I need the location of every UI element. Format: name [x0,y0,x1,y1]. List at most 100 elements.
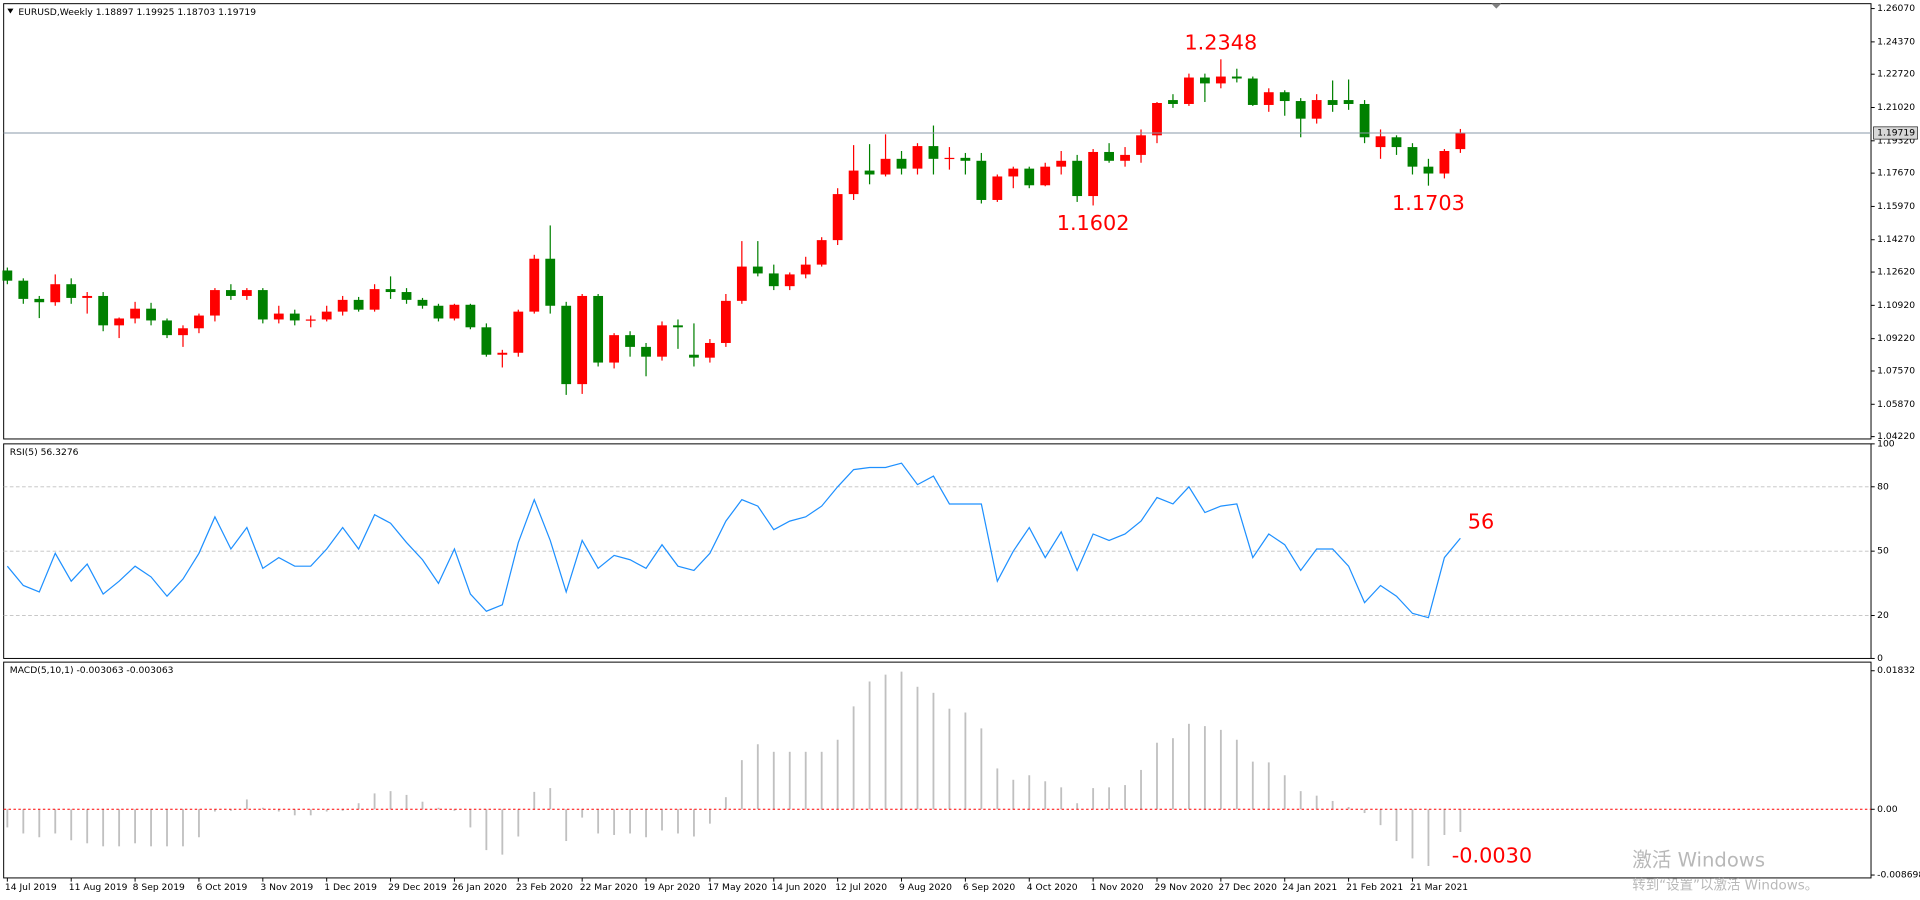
candle-body [1215,76,1226,84]
candle-body [401,292,412,300]
y-tick-label: 1.24370 [1877,36,1915,47]
candle-body [912,146,923,169]
candle-body [992,176,1003,200]
candle-body [960,157,971,161]
candle-body [1279,92,1290,102]
menu-arrow[interactable] [7,8,14,14]
y-tick-label: 1.19320 [1877,135,1915,146]
candle-body [497,352,508,355]
candle-body [880,158,891,175]
candle-body [752,266,763,274]
candle-body [768,273,779,287]
candle-body [1391,137,1402,148]
y-tick-label: 1.22720 [1877,69,1915,80]
y-tick-label: 0.01832 [1877,665,1915,676]
x-tick-label: 17 May 2020 [707,882,767,893]
last-price-label: 1.19719 [1877,127,1915,138]
x-tick-label: 11 Aug 2019 [69,882,128,893]
candle-body [273,313,284,320]
rsi-line [6,462,1461,619]
candle-body [1136,135,1146,155]
candle-body [1200,77,1210,84]
candle-body [1343,100,1354,104]
watermark-title: 激活 Windows [1632,848,1765,871]
x-tick-label: 22 Mar 2020 [580,882,638,893]
candle-body [162,320,172,336]
candle-body [928,146,939,159]
candle-body [1008,168,1019,177]
candle-body [66,284,77,298]
y-tick-label: 1.10920 [1877,300,1915,311]
annotation: 1.2348 [1184,30,1257,54]
x-tick-label: 9 Aug 2020 [899,882,952,893]
candle-body [1231,76,1242,79]
candle-body [864,170,875,175]
candle-body [2,270,13,281]
candle-body [529,258,540,312]
y-tick-label: 50 [1877,546,1889,557]
annotation: 56 [1468,509,1494,533]
candle-body [130,308,140,319]
candle-body [1295,101,1306,119]
x-tick-label: 24 Jan 2021 [1282,882,1337,893]
candle-body [82,295,93,298]
y-tick-label: 1.07570 [1877,365,1915,376]
candle-body [944,157,955,160]
candle-body [1056,160,1067,167]
candle-body [417,299,428,306]
candle-body [1407,147,1418,167]
candle-body [1439,150,1450,174]
chart-title: EURUSD,Weekly 1.18897 1.19925 1.18703 1.… [18,7,256,18]
candle-body [465,304,476,328]
y-tick-label: -0.008698 [1877,870,1920,881]
candle-body [114,318,125,326]
x-tick-label: 6 Sep 2020 [963,882,1015,893]
candle-body [18,280,29,299]
candle-body [1327,100,1338,105]
candle-body [657,325,667,357]
y-tick-label: 1.09220 [1877,333,1915,344]
x-tick-label: 12 Jul 2020 [835,882,887,893]
shift-marker [1491,3,1502,9]
y-tick-label: 20 [1877,610,1889,621]
candle-body [1152,102,1162,136]
candle-body [896,158,907,169]
x-tick-label: 1 Nov 2020 [1091,882,1144,893]
candle-body [1455,132,1466,150]
candle-body [225,290,236,296]
y-tick-label: 1.26070 [1877,3,1915,14]
candle-body [832,194,843,241]
y-tick-label: 1.12620 [1877,267,1915,278]
candle-body [1072,160,1083,197]
x-tick-label: 21 Feb 2021 [1346,882,1403,893]
y-tick-label: 0 [1877,653,1883,664]
candle-body [433,305,444,319]
candle-body [194,315,204,329]
watermark-subtitle: 转到“设置”以激活 Windows。 [1632,877,1818,893]
candle-body [1263,92,1274,105]
candle-body [1247,78,1258,105]
candle-body [593,295,604,363]
candle-body [210,290,220,316]
rsi-title: RSI(5) 56.3276 [10,447,79,458]
candle-body [784,274,795,287]
x-tick-label: 29 Dec 2019 [388,882,447,893]
candle-body [146,308,156,321]
x-tick-label: 6 Oct 2019 [197,882,248,893]
y-tick-label: 1.14270 [1877,234,1915,245]
candle-body [1040,166,1051,186]
candle-body [1311,100,1322,119]
candle-body [976,160,987,200]
macd-panel [3,661,1872,879]
candle-body [369,289,380,310]
candle-body [481,327,492,355]
candle-body [736,266,747,301]
candle-body [641,346,651,357]
annotation: -0.0030 [1452,843,1532,867]
candle-body [1184,77,1194,104]
candle-body [513,311,524,353]
candle-body [800,264,811,275]
x-tick-label: 8 Sep 2019 [133,882,185,893]
